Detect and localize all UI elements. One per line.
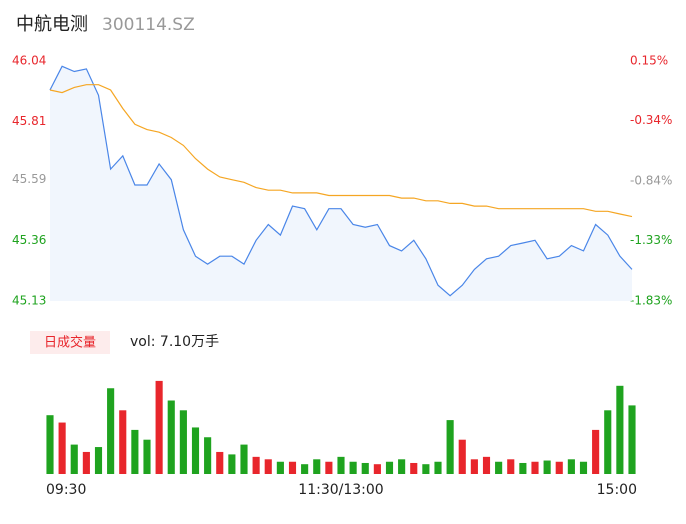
volume-bar [70, 444, 78, 474]
price-area [50, 66, 632, 301]
volume-bar [495, 461, 503, 474]
volume-bar [628, 405, 636, 474]
volume-bar [616, 385, 624, 474]
y2-tick-label: -0.34% [630, 113, 672, 127]
volume-bar [458, 439, 466, 474]
volume-bar [240, 444, 248, 474]
y-tick-label: 45.36 [12, 233, 46, 247]
volume-bar [288, 461, 297, 474]
volume-bar [252, 456, 260, 474]
y2-tick-label: -1.33% [630, 233, 672, 247]
volume-bar [470, 459, 478, 474]
volume-bar [46, 415, 54, 474]
volume-bar [531, 461, 539, 474]
stock-name: 中航电测 [16, 14, 88, 35]
y2-tick-label: -0.84% [630, 174, 672, 188]
volume-bar [191, 427, 200, 474]
volume-label-bg [30, 331, 110, 354]
volume-bar [507, 459, 515, 474]
volume-bar [555, 461, 563, 474]
volume-bar [410, 462, 418, 474]
volume-bar [543, 460, 551, 474]
volume-bar [604, 410, 612, 474]
average-line [49, 84, 633, 218]
volume-bar [216, 451, 224, 474]
volume-bar [349, 461, 357, 474]
y-tick-label: 46.04 [12, 54, 46, 68]
volume-bar [94, 447, 103, 474]
volume-bar [567, 459, 575, 474]
volume-bar [592, 429, 600, 474]
y-tick-label: 45.13 [12, 294, 46, 308]
volume-bar [228, 454, 236, 474]
volume-bar [82, 451, 90, 474]
volume-bar [325, 461, 333, 474]
volume-bar [422, 464, 430, 474]
y2-tick-label: 0.15% [630, 54, 668, 68]
volume-bar [143, 439, 151, 474]
y-tick-label: 45.59 [12, 172, 46, 186]
volume-bar [398, 459, 406, 474]
volume-bar [434, 461, 442, 474]
volume-bar [107, 388, 115, 474]
volume-bar [131, 429, 139, 474]
volume-bar [204, 437, 212, 474]
volume-bar [446, 420, 454, 474]
volume-bar [579, 461, 588, 474]
volume-bar [519, 462, 527, 474]
y2-tick-label: -1.83% [630, 294, 672, 308]
volume-bar [361, 462, 369, 474]
stock-code: 300114.SZ [102, 15, 195, 35]
volume-bar [373, 464, 381, 474]
x-tick-label: 09:30 [46, 482, 86, 498]
y-tick-label: 45.81 [12, 114, 46, 128]
volume-bar [301, 464, 309, 474]
volume-bar [385, 461, 394, 474]
volume-bar [482, 456, 491, 474]
volume-bar [276, 461, 284, 474]
x-tick-label: 11:30/13:00 [298, 482, 383, 498]
volume-total: vol: 7.10万手 [130, 334, 219, 350]
volume-bar [337, 456, 345, 474]
volume-bar [179, 410, 187, 474]
x-tick-label: 15:00 [597, 482, 637, 498]
price-line [49, 65, 633, 297]
volume-bar [313, 459, 321, 474]
volume-bar [167, 400, 175, 474]
volume-bar [58, 422, 66, 474]
volume-label: 日成交量 [44, 335, 96, 351]
volume-bar [119, 410, 127, 474]
volume-bar [155, 380, 163, 474]
volume-bar [264, 459, 272, 474]
